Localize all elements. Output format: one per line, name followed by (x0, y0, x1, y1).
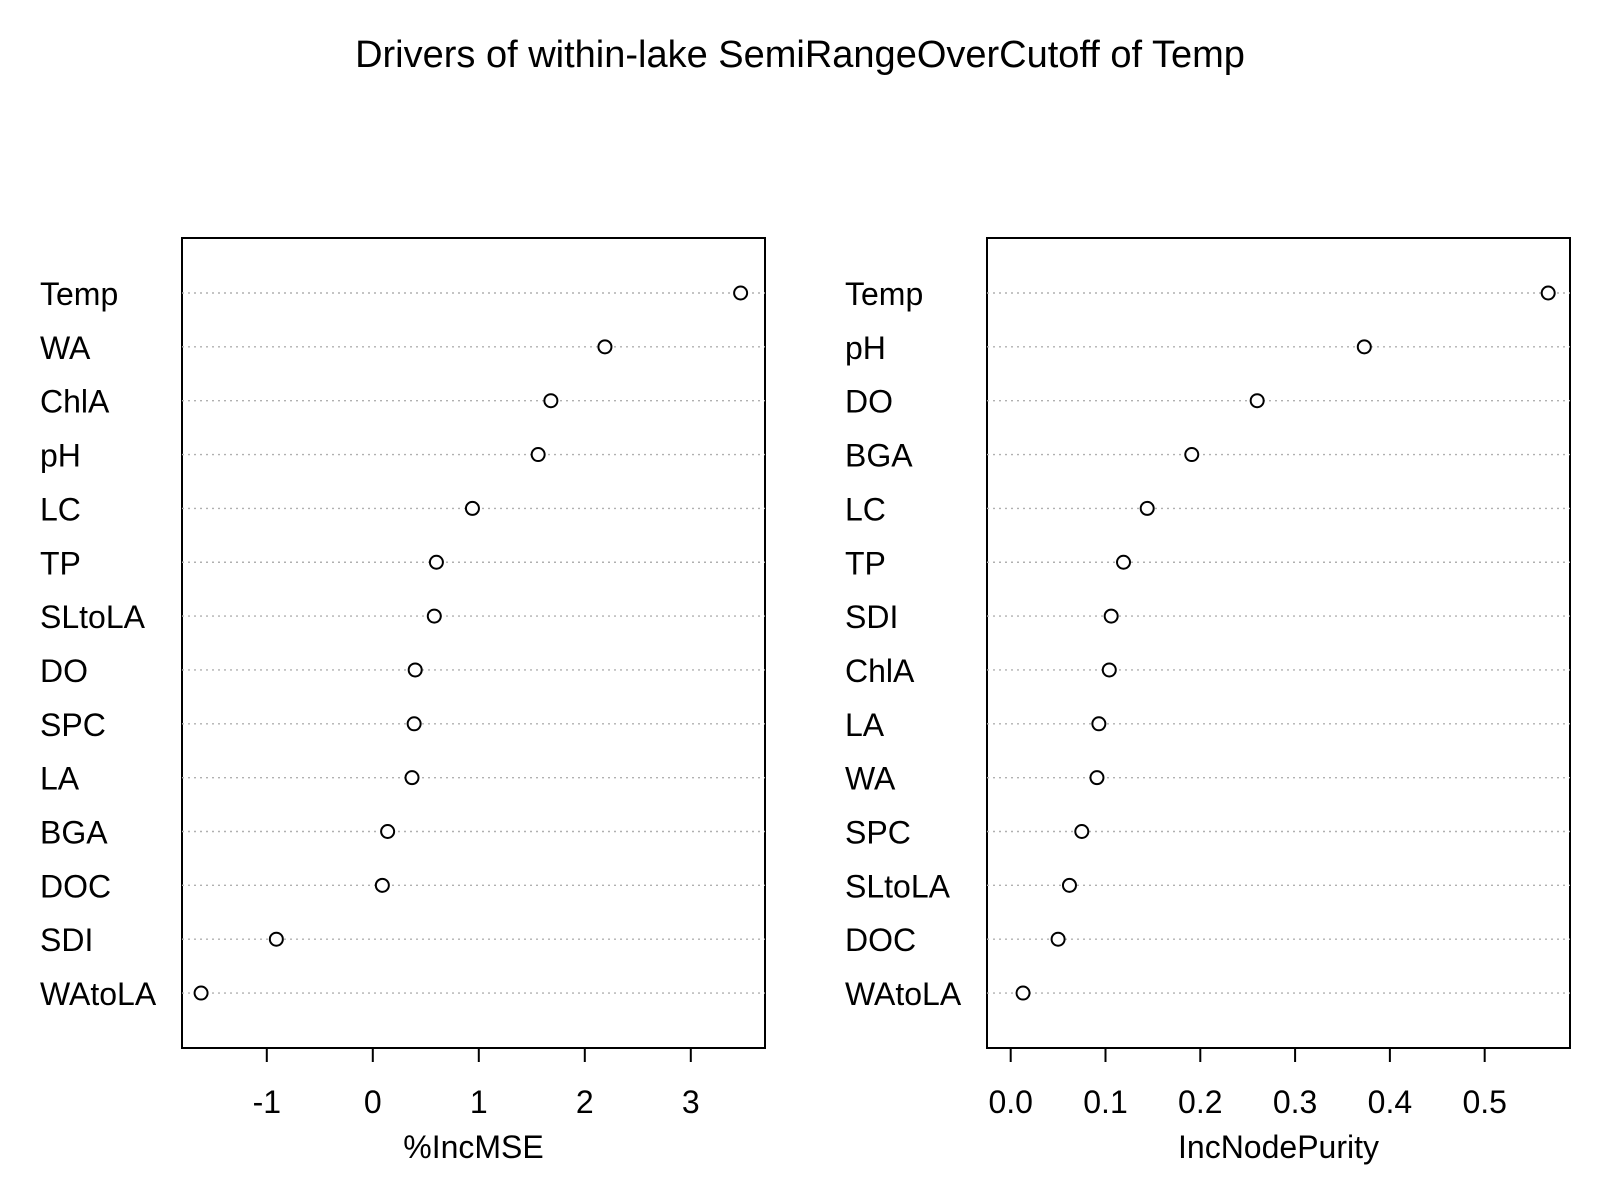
data-point (543, 393, 559, 409)
data-point (428, 554, 444, 570)
category-label: LA (40, 761, 80, 797)
data-point (193, 985, 209, 1001)
category-label: BGA (40, 815, 108, 851)
x-tick-label: 0.3 (1273, 1084, 1317, 1120)
x-tick-label: 0.0 (988, 1084, 1032, 1120)
data-point (406, 716, 422, 732)
data-point (1356, 339, 1372, 355)
data-point (374, 877, 390, 893)
x-tick-label: 0 (364, 1084, 382, 1120)
data-point (1091, 716, 1107, 732)
x-tick-label: 1 (470, 1084, 488, 1120)
category-label: TP (40, 545, 81, 581)
data-point (597, 339, 613, 355)
category-label: SPC (40, 707, 106, 743)
data-point (1116, 554, 1132, 570)
category-label: pH (845, 330, 886, 366)
x-tick-label: 0.1 (1083, 1084, 1127, 1120)
data-point (268, 931, 284, 947)
category-label: SPC (845, 815, 911, 851)
category-label: LA (845, 707, 885, 743)
data-point (1074, 824, 1090, 839)
data-point (464, 500, 480, 516)
data-point (1061, 877, 1077, 893)
category-label: ChlA (40, 384, 110, 420)
category-label: DOC (40, 868, 111, 904)
category-label: WA (40, 330, 91, 366)
plot-frame (181, 237, 766, 1049)
category-label: BGA (845, 438, 913, 474)
chart-title: Drivers of within-lake SemiRangeOverCuto… (355, 34, 1245, 76)
category-label: DO (845, 384, 893, 420)
category-label: DOC (845, 922, 916, 958)
category-label: SLtoLA (40, 599, 146, 635)
data-point (404, 770, 420, 786)
data-point (1101, 662, 1117, 678)
x-tick-label: -1 (253, 1084, 281, 1120)
x-tick-label: 2 (576, 1084, 594, 1120)
x-tick-label: 3 (682, 1084, 700, 1120)
category-label: SDI (845, 599, 898, 635)
category-label: Temp (40, 276, 118, 312)
data-point (1540, 285, 1556, 301)
data-point (426, 608, 442, 624)
data-point (1050, 931, 1066, 947)
x-axis-label: IncNodePurity (1178, 1129, 1379, 1165)
chart-panel-2: Temp pH DO BGA LC TP SDI ChlA LA WA SPC SLtoLA DOC WA… (845, 237, 1571, 1165)
category-label: WA (845, 761, 896, 797)
category-label: LC (40, 491, 81, 527)
chart-panel-1: Temp WA ChlA pH LC TP SLtoLA DO SPC LA BGA DOC SDI WA… (40, 237, 766, 1165)
category-label: Temp (845, 276, 923, 312)
category-label: DO (40, 653, 88, 689)
category-label: TP (845, 545, 886, 581)
data-point (1103, 608, 1119, 624)
category-label: LC (845, 491, 886, 527)
data-point (1015, 985, 1031, 1001)
data-point (1139, 500, 1155, 516)
data-point (407, 662, 423, 678)
category-label: SLtoLA (845, 868, 951, 904)
plot-frame (986, 237, 1571, 1049)
category-label: WAtoLA (845, 976, 962, 1012)
x-tick-label: 0.2 (1178, 1084, 1222, 1120)
category-label: pH (40, 438, 81, 474)
data-point (380, 824, 396, 839)
data-point (1249, 393, 1265, 409)
data-point (530, 447, 546, 463)
category-label: SDI (40, 922, 93, 958)
data-point (733, 285, 749, 301)
data-point (1184, 447, 1200, 463)
category-label: WAtoLA (40, 976, 157, 1012)
x-tick-label: 0.4 (1368, 1084, 1412, 1120)
x-tick-label: 0.5 (1462, 1084, 1506, 1120)
x-axis-label: %IncMSE (403, 1129, 543, 1165)
category-label: ChlA (845, 653, 915, 689)
data-point (1089, 770, 1105, 786)
